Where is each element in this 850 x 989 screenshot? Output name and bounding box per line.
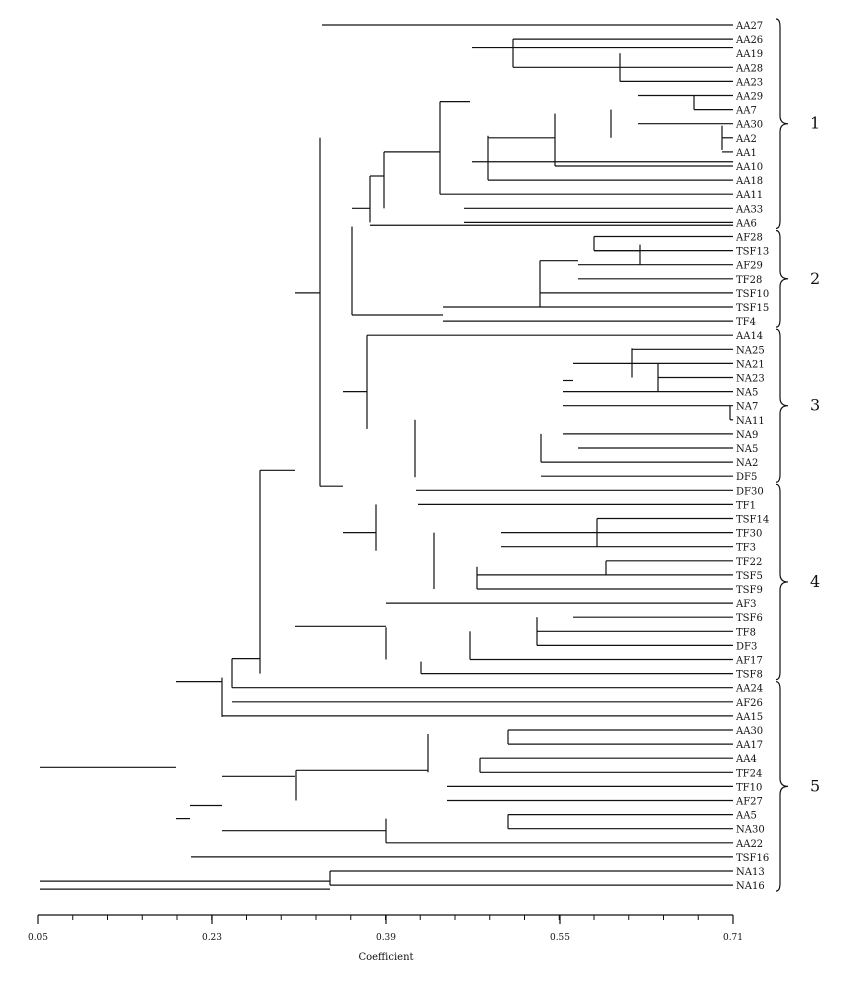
leaf-label: TF10 bbox=[736, 782, 762, 793]
leaf-label: AA24 bbox=[735, 684, 763, 695]
leaf-label: NA11 bbox=[736, 416, 765, 427]
leaf-label: TSF9 bbox=[736, 585, 763, 596]
leaf-label: NA5 bbox=[736, 388, 758, 399]
leaf-label: DF5 bbox=[736, 472, 757, 483]
leaf-label: AF29 bbox=[735, 261, 763, 272]
leaf-label: AA6 bbox=[735, 218, 757, 229]
leaf-label: AF28 bbox=[735, 233, 763, 244]
leaf-label: AA27 bbox=[735, 21, 763, 32]
leaf-label: TSF5 bbox=[736, 571, 763, 582]
cluster-bracket bbox=[775, 18, 789, 229]
coefficient-axis: 0.05 0.23 0.39 0.55 0.71 Coefficient bbox=[28, 914, 743, 963]
leaf-label: AA29 bbox=[735, 92, 763, 103]
leaf-label: TSF15 bbox=[736, 303, 769, 314]
tick-label: 0.23 bbox=[202, 933, 222, 943]
leaf-label: AA19 bbox=[735, 49, 763, 60]
leaf-label: NA21 bbox=[736, 359, 765, 370]
leaf-label: AA5 bbox=[735, 811, 757, 822]
leaf-label: AA33 bbox=[735, 204, 763, 215]
leaf-label: AA30 bbox=[735, 726, 763, 737]
cluster-labels: 1 2 3 4 5 bbox=[810, 114, 820, 796]
leaf-label: TF28 bbox=[736, 275, 762, 286]
leaf-label: AA4 bbox=[735, 754, 757, 765]
leaf-label: AF26 bbox=[735, 698, 763, 709]
leaf-label: TSF16 bbox=[736, 853, 769, 864]
leaf-label: TSF8 bbox=[736, 670, 763, 681]
leaf-label: TF1 bbox=[736, 500, 756, 511]
leaf-label: NA25 bbox=[736, 345, 765, 356]
leaf-label: AA17 bbox=[735, 740, 763, 751]
leaf-label: TF22 bbox=[736, 557, 762, 568]
leaf-label: AA11 bbox=[735, 190, 763, 201]
leaf-labels: AA27 AA26 AA19 AA28 AA23 AA29 AA7 AA30 AA2 AA1 AA1… bbox=[735, 21, 769, 892]
leaf-label: DF3 bbox=[736, 641, 757, 652]
leaf-label: TF4 bbox=[736, 317, 756, 328]
leaf-label: AA30 bbox=[735, 120, 763, 131]
tick-label: 0.55 bbox=[550, 933, 570, 943]
leaf-label: TF24 bbox=[736, 768, 762, 779]
leaf-label: TSF6 bbox=[736, 613, 763, 624]
cluster-label: 4 bbox=[810, 572, 820, 591]
cluster-bracket bbox=[775, 328, 789, 483]
leaf-label: NA5 bbox=[736, 444, 758, 455]
leaf-label: AA1 bbox=[735, 148, 757, 159]
leaf-label: AA23 bbox=[735, 77, 763, 88]
leaf-label: AA10 bbox=[735, 162, 763, 173]
leaf-label: AA7 bbox=[735, 106, 757, 117]
leaf-label: AA18 bbox=[735, 176, 763, 187]
leaf-label: NA16 bbox=[736, 881, 765, 892]
cluster-label: 1 bbox=[810, 114, 820, 133]
cluster-bracket bbox=[775, 681, 789, 892]
leaf-label: NA2 bbox=[736, 458, 758, 469]
leaf-label: NA13 bbox=[736, 867, 765, 878]
leaf-label: AF27 bbox=[735, 797, 763, 808]
cluster-bracket bbox=[775, 229, 789, 328]
leaf-label: AF3 bbox=[735, 599, 757, 610]
cluster-label: 2 bbox=[810, 269, 820, 288]
leaf-label: AA15 bbox=[735, 712, 763, 723]
leaf-label: TSF10 bbox=[736, 289, 769, 300]
cluster-label: 3 bbox=[810, 396, 820, 415]
leaf-label: TSF14 bbox=[736, 515, 769, 526]
leaf-label: NA23 bbox=[736, 374, 765, 385]
axis-title: Coefficient bbox=[358, 952, 413, 963]
leaf-label: AF17 bbox=[735, 656, 763, 667]
leaf-label: TF3 bbox=[736, 543, 756, 554]
tree-branches bbox=[40, 24, 733, 890]
leaf-label: AA28 bbox=[735, 63, 763, 74]
leaf-label: TF8 bbox=[736, 627, 756, 638]
leaf-label: NA7 bbox=[736, 402, 758, 413]
tick-label: 0.39 bbox=[376, 933, 396, 943]
leaf-label: TF30 bbox=[736, 529, 762, 540]
leaf-label: NA30 bbox=[736, 825, 765, 836]
leaf-label: DF30 bbox=[736, 486, 764, 497]
leaf-label: AA14 bbox=[735, 331, 763, 342]
tick-label: 0.71 bbox=[723, 933, 743, 943]
tick-label: 0.05 bbox=[28, 933, 48, 943]
leaf-label: AA2 bbox=[735, 134, 757, 145]
cluster-brackets bbox=[775, 18, 789, 892]
leaf-label: NA9 bbox=[736, 430, 758, 441]
leaf-label: TSF13 bbox=[736, 247, 769, 258]
cluster-bracket bbox=[775, 483, 789, 681]
leaf-label: AA22 bbox=[735, 839, 763, 850]
cluster-label: 5 bbox=[810, 776, 820, 795]
leaf-label: AA26 bbox=[735, 35, 763, 46]
